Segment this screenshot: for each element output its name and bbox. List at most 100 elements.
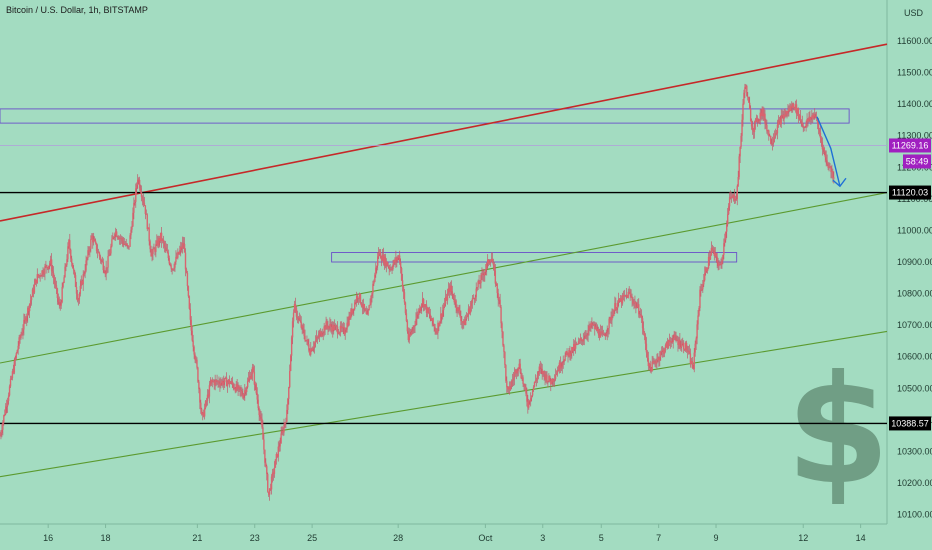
- candle-body: [708, 256, 711, 260]
- candle-body: [28, 303, 31, 312]
- candle-body: [423, 304, 426, 308]
- candle-body: [45, 265, 47, 267]
- candle-body: [482, 273, 484, 275]
- candle-body: [567, 352, 569, 357]
- candle-body: [330, 324, 332, 328]
- candle-body: [770, 135, 772, 144]
- candle-body: [19, 337, 21, 339]
- candle-body: [169, 263, 171, 266]
- candle-body: [216, 380, 218, 382]
- candle-body: [309, 350, 311, 355]
- candle-body: [212, 381, 214, 383]
- candle-body: [718, 264, 720, 267]
- candle-body: [198, 381, 200, 390]
- green-trendline[interactable]: [0, 330, 888, 478]
- candle-body: [51, 271, 54, 273]
- resistance-zone[interactable]: [0, 108, 850, 124]
- candle-body: [397, 257, 399, 261]
- candle-body: [150, 249, 152, 257]
- candle-body: [520, 372, 522, 379]
- candle-body: [215, 380, 217, 381]
- candle-body: [407, 331, 410, 341]
- candle-body: [58, 301, 60, 306]
- candle-body: [39, 275, 41, 277]
- candle-body: [816, 118, 819, 124]
- candle-body: [710, 247, 713, 255]
- red-trendline[interactable]: [0, 43, 888, 222]
- candle-body: [313, 342, 316, 348]
- candle-body: [739, 146, 741, 157]
- candle-body: [438, 322, 440, 327]
- candle-body: [1, 429, 3, 434]
- candle-body: [602, 333, 605, 335]
- candle-body: [620, 298, 623, 304]
- candle-body: [343, 327, 345, 335]
- candle-body: [574, 343, 577, 349]
- candle-body: [558, 362, 561, 371]
- forecast-arrowhead: [832, 177, 847, 188]
- resistance-zone[interactable]: [331, 252, 738, 263]
- candle-body: [69, 240, 71, 250]
- candle-body: [691, 361, 694, 368]
- candle-body: [641, 318, 644, 329]
- candle-body: [323, 326, 325, 333]
- candle-body: [539, 366, 541, 369]
- candle-body: [235, 384, 237, 392]
- candle-body: [257, 399, 259, 409]
- candle-body: [535, 379, 538, 381]
- candle-body: [593, 324, 595, 325]
- candle-body: [328, 326, 330, 329]
- candle-body: [60, 302, 62, 306]
- candle-body: [38, 275, 40, 277]
- candle-body: [692, 367, 694, 369]
- candle-body: [195, 359, 197, 361]
- candle-body: [305, 340, 307, 341]
- candle-body: [244, 390, 246, 395]
- candle-body: [716, 256, 718, 263]
- candle-body: [584, 335, 586, 339]
- candle-body: [557, 370, 560, 372]
- candle-body: [165, 247, 168, 251]
- candle-body: [146, 214, 148, 230]
- candle-body: [416, 314, 418, 320]
- candle-body: [97, 252, 100, 254]
- candle-body: [420, 307, 422, 311]
- candle-body: [671, 341, 673, 343]
- forecast-arrow[interactable]: [816, 116, 841, 187]
- candle-body: [660, 352, 662, 357]
- candle-body: [548, 375, 550, 381]
- green-trendline[interactable]: [0, 192, 888, 364]
- candle-body: [391, 269, 393, 270]
- candle-body: [254, 384, 257, 386]
- candle-body: [494, 270, 497, 284]
- candle-body: [364, 309, 366, 311]
- y-tick-label: 11400.00: [897, 99, 932, 109]
- candle-body: [465, 316, 468, 320]
- candle-body: [211, 379, 213, 382]
- candle-body: [355, 296, 358, 303]
- candle-body: [246, 381, 249, 388]
- candle-body: [206, 394, 209, 401]
- candle-body: [441, 313, 443, 318]
- candle-body: [531, 390, 534, 396]
- candle-body: [227, 379, 230, 383]
- candle-body: [403, 292, 406, 303]
- candle-body: [264, 449, 266, 463]
- candle-body: [266, 466, 268, 475]
- candle-body: [488, 262, 491, 264]
- candle-body: [128, 246, 130, 248]
- candle-body: [779, 119, 781, 125]
- candle-body: [617, 298, 620, 303]
- candle-body: [598, 335, 601, 338]
- candle-body: [512, 378, 515, 380]
- candle-body: [622, 295, 625, 297]
- candle-body: [832, 171, 834, 178]
- x-tick-label: 18: [101, 533, 111, 543]
- candle-body: [379, 252, 382, 259]
- candle-body: [814, 114, 816, 117]
- candle-body: [10, 377, 13, 379]
- x-tick-label: 28: [393, 533, 403, 543]
- candle-body: [476, 287, 478, 289]
- candle-body: [568, 350, 570, 357]
